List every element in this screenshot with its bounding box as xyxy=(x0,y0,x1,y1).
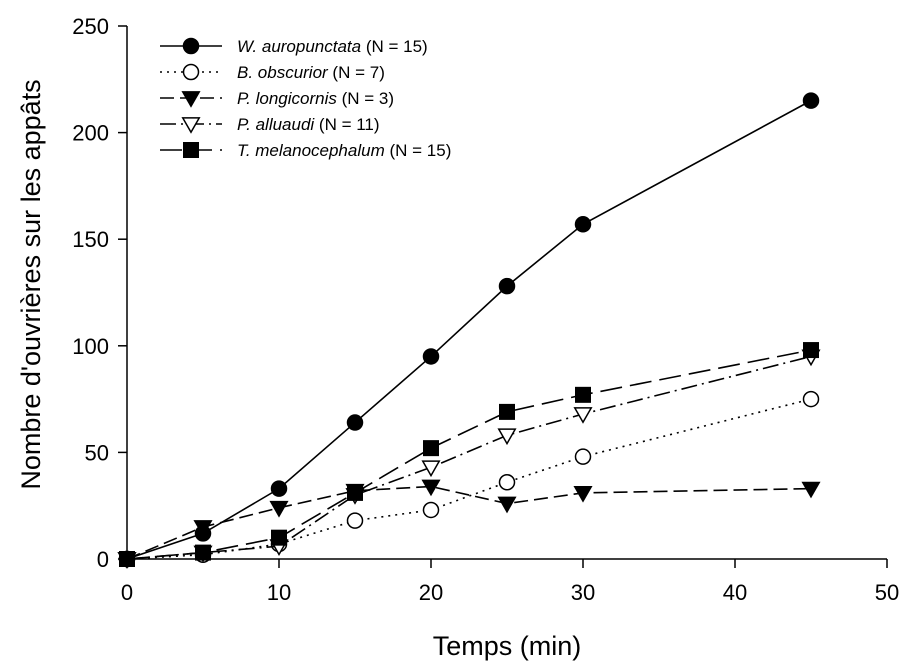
y-tick-label: 150 xyxy=(72,227,109,252)
data-point-x0 xyxy=(119,551,135,567)
x-tick-label: 10 xyxy=(267,580,291,605)
y-tick-label: 0 xyxy=(97,547,109,572)
y-axis-title: Nombre d'ouvrières sur les appâts xyxy=(16,79,46,489)
data-point-legend xyxy=(182,63,200,81)
x-tick-label: 0 xyxy=(121,580,133,605)
legend-item: P. alluaudi (N = 11) xyxy=(160,115,380,134)
data-point-legend xyxy=(182,37,200,55)
series-b--obscurior xyxy=(118,390,820,568)
data-point-x10 xyxy=(270,480,288,497)
data-point-x20 xyxy=(421,479,441,497)
data-point-x20 xyxy=(422,501,440,519)
data-point-x25 xyxy=(498,473,516,491)
data-point-x20 xyxy=(422,348,440,365)
data-point-x25 xyxy=(499,403,515,420)
data-point-legend xyxy=(181,117,201,134)
series-line xyxy=(126,99,812,560)
data-point-x45 xyxy=(802,390,820,408)
series-p--alluaudi xyxy=(117,349,821,569)
data-point-x20 xyxy=(423,440,439,457)
legend-item: P. longicornis (N = 3) xyxy=(160,89,394,108)
data-point-x20 xyxy=(421,460,441,478)
legend-label: P. alluaudi (N = 11) xyxy=(237,115,380,134)
data-point-legend xyxy=(183,142,199,158)
series-w--auropunctata xyxy=(118,92,820,568)
legend-label: W. auropunctata (N = 15) xyxy=(237,37,428,56)
data-point-x30 xyxy=(574,216,592,233)
data-point-legend xyxy=(181,91,201,108)
series-p--longicornis xyxy=(117,479,821,569)
legend-item: B. obscurior (N = 7) xyxy=(160,63,385,82)
series-t--melanocephalum xyxy=(119,342,819,567)
y-tick-label: 250 xyxy=(72,14,109,39)
axes: 0 10 20 30 40 50 0 50 100 150 200 250 xyxy=(72,14,899,605)
data-point-x45 xyxy=(801,481,821,499)
data-point-x15 xyxy=(346,414,364,431)
y-tick-label: 100 xyxy=(72,334,109,359)
legend-label: B. obscurior (N = 7) xyxy=(237,63,385,82)
x-tick-label: 40 xyxy=(723,580,747,605)
series-line xyxy=(126,398,812,560)
x-tick-label: 30 xyxy=(571,580,595,605)
x-tick-label: 50 xyxy=(875,580,899,605)
data-point-x5 xyxy=(195,544,211,561)
y-tick-label: 50 xyxy=(85,440,109,465)
data-point-x5 xyxy=(193,520,213,537)
data-point-x10 xyxy=(269,500,289,518)
x-axis-title: Temps (min) xyxy=(433,631,582,661)
data-point-x15 xyxy=(347,484,363,501)
data-point-x15 xyxy=(346,512,364,529)
data-point-x45 xyxy=(802,92,820,109)
legend-item: W. auropunctata (N = 15) xyxy=(160,37,428,56)
y-tick-label: 200 xyxy=(72,121,109,146)
data-point-x45 xyxy=(803,342,819,359)
data-point-x25 xyxy=(497,496,517,514)
data-point-x30 xyxy=(573,407,593,424)
x-ticks: 0 10 20 30 40 50 xyxy=(121,559,899,605)
series-line xyxy=(126,349,812,560)
data-point-x25 xyxy=(498,277,516,295)
legend-item: T. melanocephalum (N = 15) xyxy=(160,141,451,160)
data-point-x25 xyxy=(497,428,517,446)
y-ticks: 0 50 100 150 200 250 xyxy=(72,14,127,572)
x-tick-label: 20 xyxy=(419,580,443,605)
data-point-x10 xyxy=(271,529,287,546)
series-line xyxy=(126,355,812,560)
legend-label: T. melanocephalum (N = 15) xyxy=(237,141,451,160)
legend-label: P. longicornis (N = 3) xyxy=(237,89,394,108)
series-layer xyxy=(117,92,821,569)
data-point-x30 xyxy=(574,448,592,465)
data-point-x30 xyxy=(573,485,593,503)
legend: W. auropunctata (N = 15) B. obscurior (N … xyxy=(160,37,451,160)
data-point-x30 xyxy=(575,386,591,403)
